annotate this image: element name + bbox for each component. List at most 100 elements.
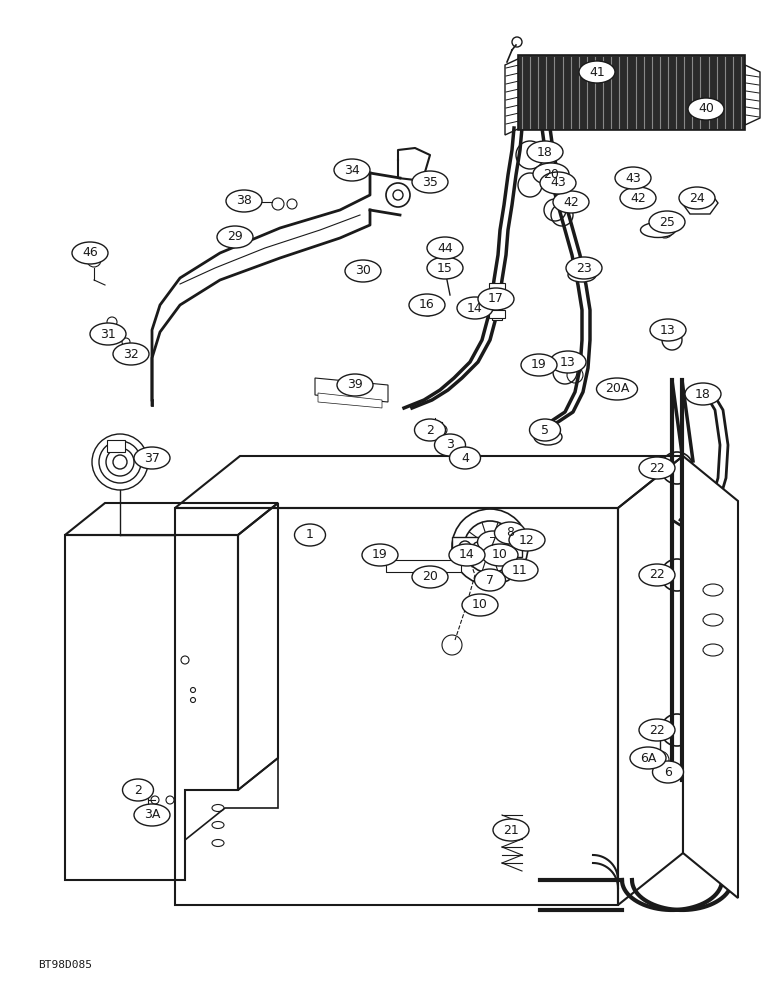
Bar: [518, 55, 745, 130]
Ellipse shape: [688, 98, 724, 120]
Text: 17: 17: [488, 292, 504, 306]
Polygon shape: [682, 192, 718, 214]
Text: 20: 20: [422, 570, 438, 584]
Bar: [452, 537, 522, 557]
Text: 7: 7: [486, 574, 494, 586]
Text: 13: 13: [660, 324, 676, 336]
Ellipse shape: [641, 223, 676, 237]
Ellipse shape: [362, 544, 398, 566]
Text: 10: 10: [492, 548, 508, 562]
Ellipse shape: [457, 297, 493, 319]
Text: 20: 20: [543, 167, 559, 180]
Ellipse shape: [427, 257, 463, 279]
Ellipse shape: [334, 159, 370, 181]
Ellipse shape: [134, 804, 170, 826]
Ellipse shape: [113, 343, 149, 365]
Text: 19: 19: [372, 548, 388, 562]
Ellipse shape: [685, 383, 721, 405]
Text: 30: 30: [355, 264, 371, 277]
Ellipse shape: [639, 719, 675, 741]
Text: 18: 18: [537, 145, 553, 158]
Ellipse shape: [530, 419, 560, 441]
Text: 43: 43: [625, 172, 641, 184]
Text: 15: 15: [437, 261, 453, 274]
Ellipse shape: [553, 191, 589, 213]
Ellipse shape: [579, 61, 615, 83]
Ellipse shape: [435, 434, 466, 456]
Text: 43: 43: [550, 176, 566, 190]
Ellipse shape: [630, 747, 666, 769]
Text: 5: 5: [541, 424, 549, 436]
Text: 6A: 6A: [640, 752, 656, 764]
Ellipse shape: [123, 779, 154, 801]
Polygon shape: [505, 58, 520, 135]
Text: 44: 44: [437, 241, 453, 254]
Ellipse shape: [521, 354, 557, 376]
Text: 2: 2: [426, 424, 434, 436]
Text: 29: 29: [227, 231, 243, 243]
Text: 35: 35: [422, 176, 438, 188]
Text: 31: 31: [100, 328, 116, 340]
Ellipse shape: [597, 378, 638, 400]
Text: 10: 10: [472, 598, 488, 611]
Text: 14: 14: [459, 548, 475, 562]
Text: 23: 23: [576, 261, 592, 274]
Ellipse shape: [345, 260, 381, 282]
Ellipse shape: [72, 242, 108, 264]
Text: 20A: 20A: [604, 382, 629, 395]
Text: 22: 22: [649, 568, 665, 582]
Text: 16: 16: [419, 298, 435, 312]
Ellipse shape: [615, 167, 651, 189]
Bar: [386, 560, 461, 572]
Ellipse shape: [527, 141, 563, 163]
Text: 41: 41: [589, 66, 605, 79]
Ellipse shape: [568, 268, 596, 282]
Ellipse shape: [495, 522, 526, 544]
Ellipse shape: [462, 594, 498, 616]
Text: BT98D085: BT98D085: [38, 960, 92, 970]
Text: 8: 8: [506, 526, 514, 540]
Ellipse shape: [534, 429, 562, 445]
Text: 22: 22: [649, 724, 665, 736]
Ellipse shape: [449, 447, 480, 469]
Ellipse shape: [478, 531, 509, 553]
Text: 37: 37: [144, 452, 160, 464]
Text: 2: 2: [134, 784, 142, 796]
Ellipse shape: [540, 172, 576, 194]
Ellipse shape: [502, 559, 538, 581]
Ellipse shape: [478, 288, 514, 310]
Text: 24: 24: [689, 192, 705, 205]
Text: 11: 11: [512, 564, 528, 576]
Ellipse shape: [217, 226, 253, 248]
Ellipse shape: [427, 237, 463, 259]
Bar: [538, 358, 570, 368]
Ellipse shape: [90, 323, 126, 345]
Text: 3: 3: [446, 438, 454, 452]
Ellipse shape: [226, 190, 262, 212]
Ellipse shape: [294, 524, 326, 546]
Ellipse shape: [449, 544, 485, 566]
Ellipse shape: [566, 257, 602, 279]
Ellipse shape: [639, 457, 675, 479]
Polygon shape: [315, 378, 388, 402]
Text: 4: 4: [461, 452, 469, 464]
Ellipse shape: [652, 761, 683, 783]
Text: 40: 40: [698, 103, 714, 115]
Text: 32: 32: [123, 348, 139, 360]
Ellipse shape: [649, 211, 685, 233]
Bar: [492, 285, 502, 320]
Text: 13: 13: [560, 356, 576, 368]
Ellipse shape: [639, 564, 675, 586]
Text: 6: 6: [664, 766, 672, 778]
Text: 14: 14: [467, 302, 482, 314]
Text: 22: 22: [649, 462, 665, 475]
Text: 42: 42: [563, 196, 579, 209]
Text: 38: 38: [236, 194, 252, 208]
Text: 34: 34: [344, 163, 360, 176]
Ellipse shape: [620, 187, 656, 209]
Ellipse shape: [475, 569, 506, 591]
Bar: [107, 440, 125, 452]
Text: 7: 7: [489, 536, 497, 548]
Text: 1: 1: [306, 528, 314, 542]
Text: 18: 18: [695, 387, 711, 400]
